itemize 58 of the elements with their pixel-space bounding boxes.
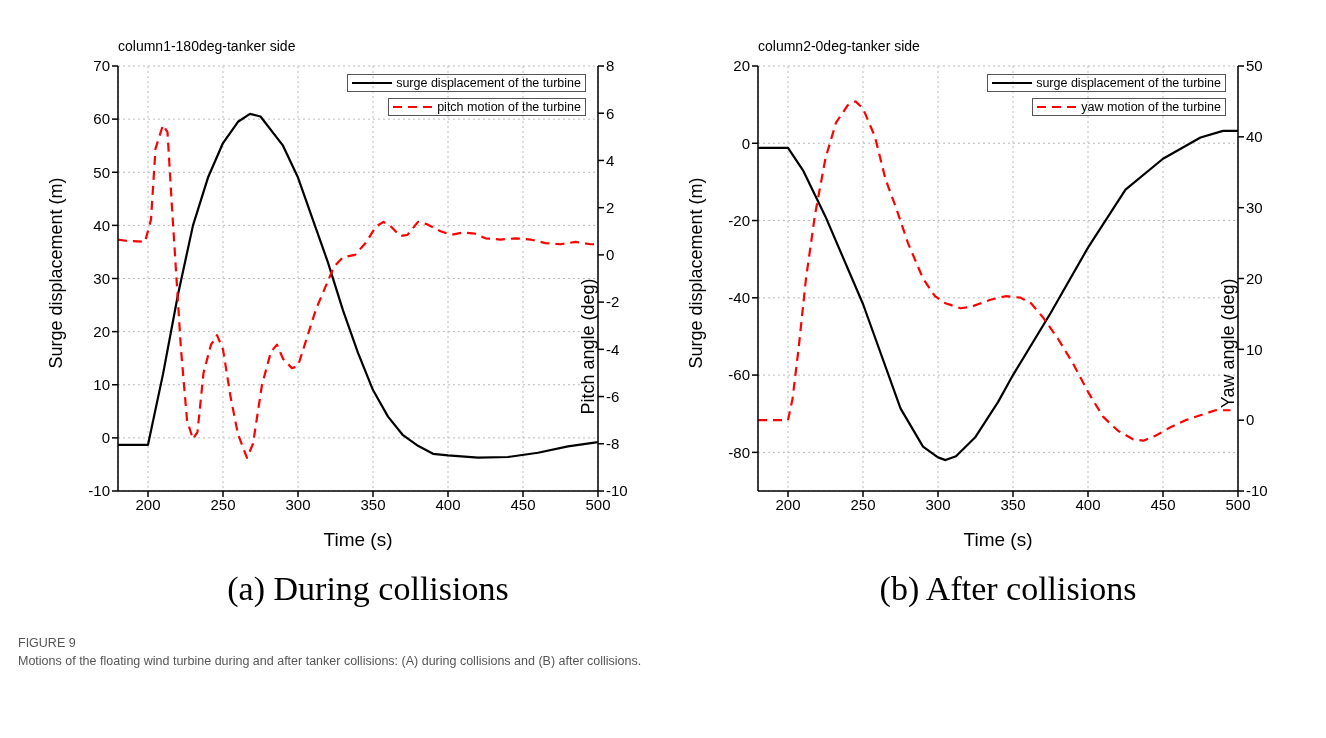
x-tick-label: 300 <box>285 495 311 513</box>
y2-tick-label: 8 <box>606 57 615 75</box>
y2-tick-label: -6 <box>606 387 620 405</box>
x-tick-label: 450 <box>1150 495 1176 513</box>
y-tick-label: 10 <box>93 376 110 394</box>
x-tick-label: 200 <box>775 495 801 513</box>
legend-label: pitch motion of the turbine <box>437 100 581 114</box>
y-tick-label: -60 <box>728 366 750 384</box>
y-tick-label: 20 <box>93 322 110 340</box>
y-tick-label: 0 <box>741 134 750 152</box>
y2-tick-label: 30 <box>1246 198 1263 216</box>
chart-title: column2-0deg-tanker side <box>758 38 921 56</box>
y2-tick-label: 20 <box>1246 269 1263 287</box>
x-tick-label: 350 <box>360 495 386 513</box>
y2-axis-title: Pitch angle (deg) <box>578 278 599 415</box>
x-tick-label: 300 <box>925 495 951 513</box>
y-axis-title: Surge displacement (m) <box>46 177 67 369</box>
y2-tick-label: 0 <box>606 246 615 264</box>
y2-tick-label: 10 <box>1246 340 1263 358</box>
legend-label: surge displacement of the turbine <box>1036 76 1221 90</box>
y2-tick-label: 40 <box>1246 128 1263 146</box>
x-tick-label: 450 <box>510 495 536 513</box>
y-tick-label: 0 <box>101 429 110 447</box>
y-tick-label: 20 <box>733 57 750 75</box>
legend-label: surge displacement of the turbine <box>396 76 581 90</box>
x-tick-label: 200 <box>135 495 161 513</box>
y2-tick-label: 4 <box>606 151 615 169</box>
chart-title: column1-180deg-tanker side <box>118 38 297 56</box>
y-tick-label: 40 <box>93 216 110 234</box>
x-tick-label: 250 <box>850 495 876 513</box>
text: (a) During collisions <box>226 570 510 608</box>
x-axis-title: Time (s) <box>323 529 393 550</box>
caption: FIGURE 9 <box>18 636 77 650</box>
y-tick-label: -20 <box>728 211 750 229</box>
x-tick-label: 400 <box>1075 495 1101 513</box>
y-tick-label: 60 <box>93 110 110 128</box>
y-tick-label: 70 <box>93 57 110 75</box>
text: Motions of the floating wind turbine during and after tanker collisions: (A) during collisions and (B) after collisions. <box>18 654 643 668</box>
x-axis-title: Time (s) <box>963 529 1033 550</box>
legend-label: yaw motion of the turbine <box>1081 100 1221 114</box>
y2-axis-title: Yaw angle (deg) <box>1218 278 1239 409</box>
y2-tick-label: 0 <box>1246 411 1255 429</box>
y2-tick-label: -8 <box>606 435 620 453</box>
x-tick-label: 400 <box>435 495 461 513</box>
y2-tick-label: 2 <box>606 198 615 216</box>
text: (b) After collisions <box>878 570 1138 608</box>
y2-tick-label: 50 <box>1246 57 1263 75</box>
y-tick-label: -10 <box>88 482 110 500</box>
x-tick-label: 250 <box>210 495 236 513</box>
y2-tick-label: 6 <box>606 104 615 122</box>
y-tick-label: -80 <box>728 443 750 461</box>
y2-tick-label: -2 <box>606 293 620 311</box>
y-tick-label: -40 <box>728 289 750 307</box>
y-tick-label: 30 <box>93 269 110 287</box>
y2-tick-label: -4 <box>606 340 620 358</box>
y-axis-title: Surge displacement (m) <box>686 177 707 369</box>
x-tick-label: 350 <box>1000 495 1026 513</box>
y-tick-label: 50 <box>93 163 110 181</box>
